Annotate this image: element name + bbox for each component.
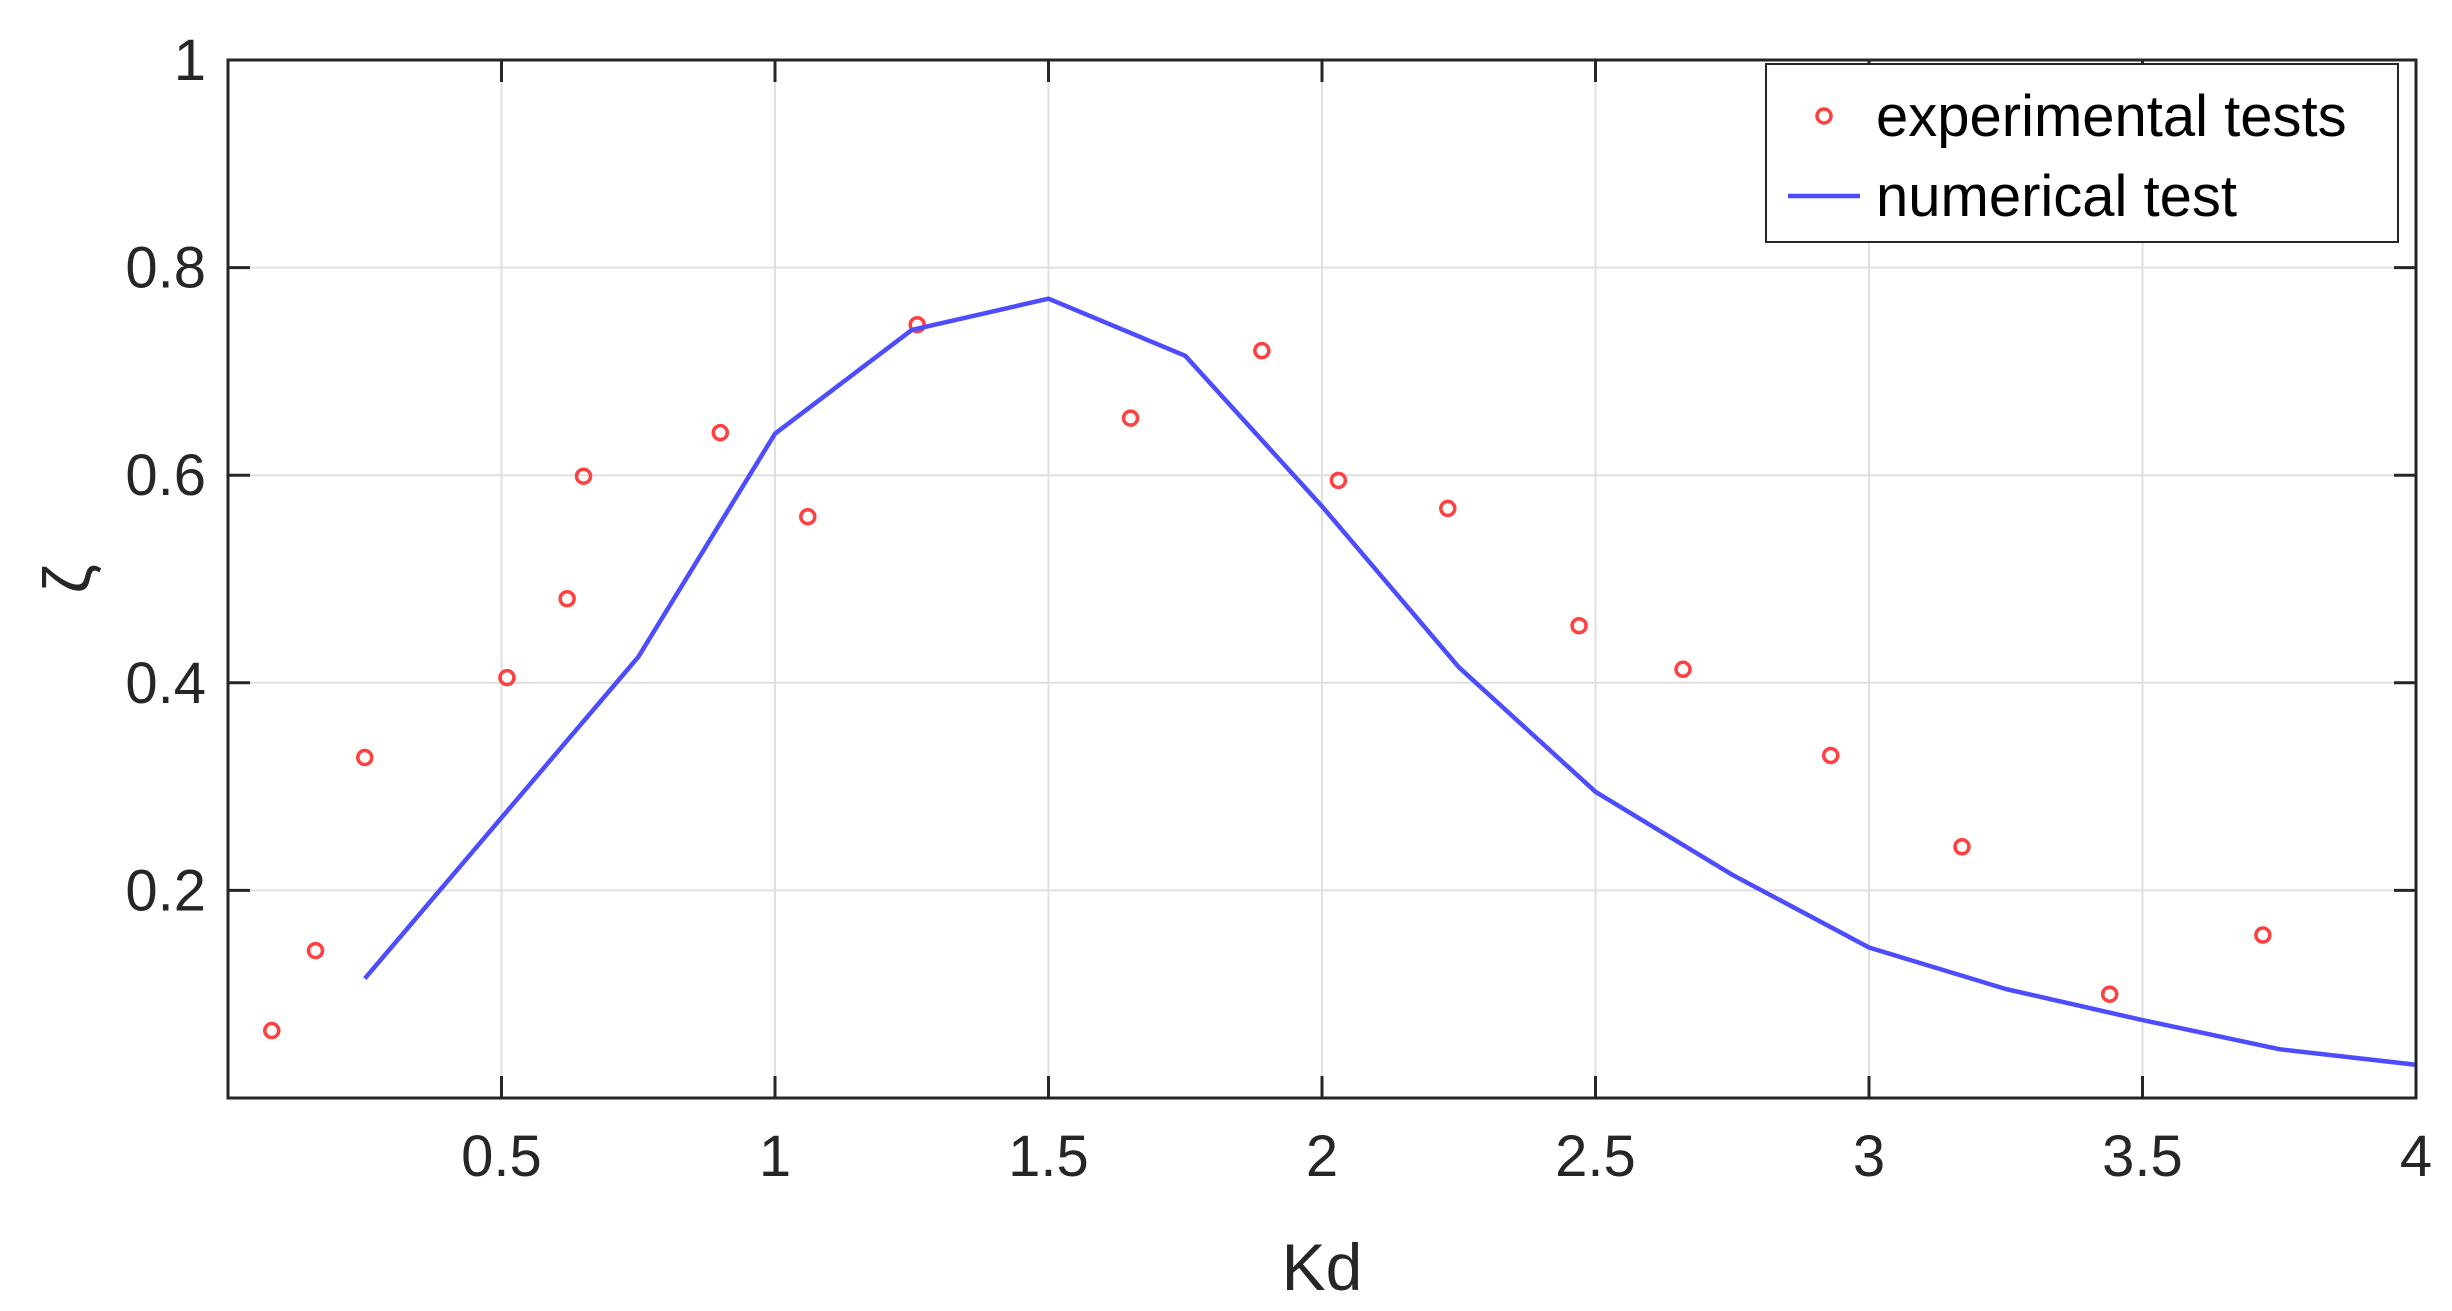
experimental-test-point	[574, 467, 593, 485]
experimental-test-point	[1121, 409, 1140, 427]
experimental-test-point	[1953, 838, 1971, 856]
experimental-test-point	[711, 423, 730, 442]
experimental-test-point	[306, 941, 325, 960]
y-tick-label: 0.6	[125, 443, 206, 508]
series-layer	[263, 296, 2417, 1068]
x-tick-label: 2.5	[1555, 1124, 1636, 1189]
tick-labels: 0.5 1 1.5 2 2.5 3 3.5 4 0.2 0.4 0.6 0.8 1	[125, 28, 2432, 1189]
x-tick-label: 1	[759, 1124, 791, 1189]
legend-label: numerical test	[1876, 164, 2237, 229]
y-tick-label: 1	[174, 28, 206, 93]
experimental-test-point	[498, 668, 516, 687]
x-tick-label: 4	[2400, 1124, 2432, 1189]
experimental-test-point	[1329, 471, 1348, 490]
legend: experimental tests numerical test	[1765, 63, 2399, 243]
legend-entries: experimental tests numerical test	[1788, 84, 2347, 229]
x-tick-label: 3.5	[2102, 1124, 2183, 1189]
experimental-test-point	[1674, 660, 1692, 679]
experimental-test-point	[2254, 926, 2272, 944]
experimental-test-point	[1570, 616, 1588, 635]
experimental-test-point	[356, 748, 374, 767]
x-tick-label: 2	[1306, 1124, 1338, 1189]
legend-label: experimental tests	[1876, 84, 2347, 149]
experimental-test-point	[263, 1021, 281, 1040]
y-tick-label: 0.2	[125, 858, 206, 923]
numerical-test-line	[363, 296, 2417, 1068]
experimental-test-point	[1439, 499, 1457, 518]
x-tick-label: 0.5	[461, 1124, 542, 1189]
experimental-test-point	[1821, 746, 1840, 765]
x-axis-label: Kd	[1282, 1230, 1363, 1304]
experimental-test-point	[799, 507, 817, 526]
y-tick-label: 0.8	[125, 236, 206, 301]
experimental-test-point	[558, 589, 576, 608]
x-tick-label: 3	[1853, 1124, 1885, 1189]
experimental-test-point	[1253, 341, 1271, 360]
experimental-test-point	[2100, 985, 2119, 1003]
y-axis-label: ζ	[30, 564, 104, 593]
y-tick-label: 0.4	[125, 651, 206, 716]
legend-box	[1765, 63, 2399, 243]
legend-marker-swatch	[1815, 107, 1833, 125]
experimental-test-point	[908, 315, 926, 334]
x-tick-label: 1.5	[1008, 1124, 1089, 1189]
